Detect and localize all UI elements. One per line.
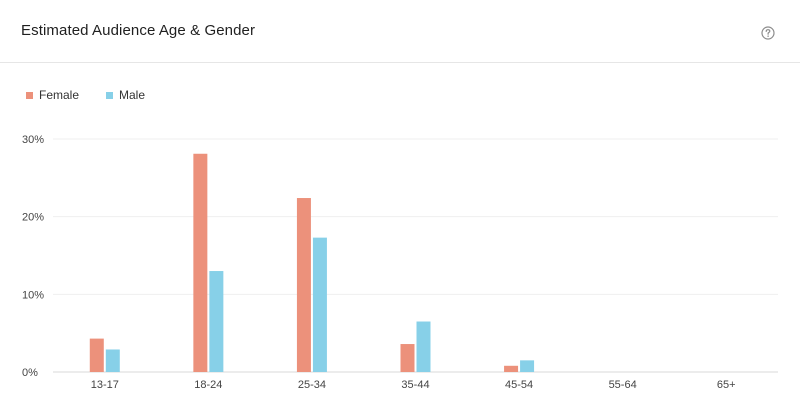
x-tick-label: 35-44 [401,379,429,391]
bar-male [416,321,431,372]
bar-male [209,271,224,372]
bar-female [400,344,415,372]
bar-male [105,349,120,372]
y-tick-label: 20% [22,212,44,224]
legend-label-male: Male [119,88,146,102]
card-header: Estimated Audience Age & Gender [0,0,800,63]
y-tick-label: 30% [22,134,44,146]
chart-legend: Female Male [26,88,172,102]
x-tick-label: 25-34 [298,379,326,391]
x-tick-label: 18-24 [194,379,222,391]
x-tick-label: 65+ [717,379,736,391]
card-title: Estimated Audience Age & Gender [21,22,256,39]
x-tick-label: 45-54 [505,379,533,391]
help-circle-icon[interactable] [761,26,775,40]
legend-item-male[interactable]: Male [106,88,145,102]
y-tick-label: 0% [22,367,38,379]
legend-label-female: Female [39,88,80,102]
x-tick-label: 55-64 [609,379,637,391]
legend-swatch-male [106,91,114,99]
bar-male [520,360,535,372]
bar-female [89,338,104,372]
bar-chart: 0% 10% 20% 30% 13-17 18-24 25-34 35-44 45-54 55-6… [22,134,778,391]
bar-female [296,198,311,372]
legend-swatch-female [26,91,33,99]
bar-female [504,365,519,372]
bar-female [193,153,208,372]
y-tick-label: 10% [22,289,44,301]
bar-male [312,237,327,372]
x-tick-label: 13-17 [91,379,119,391]
legend-item-female[interactable]: Female [26,88,79,102]
